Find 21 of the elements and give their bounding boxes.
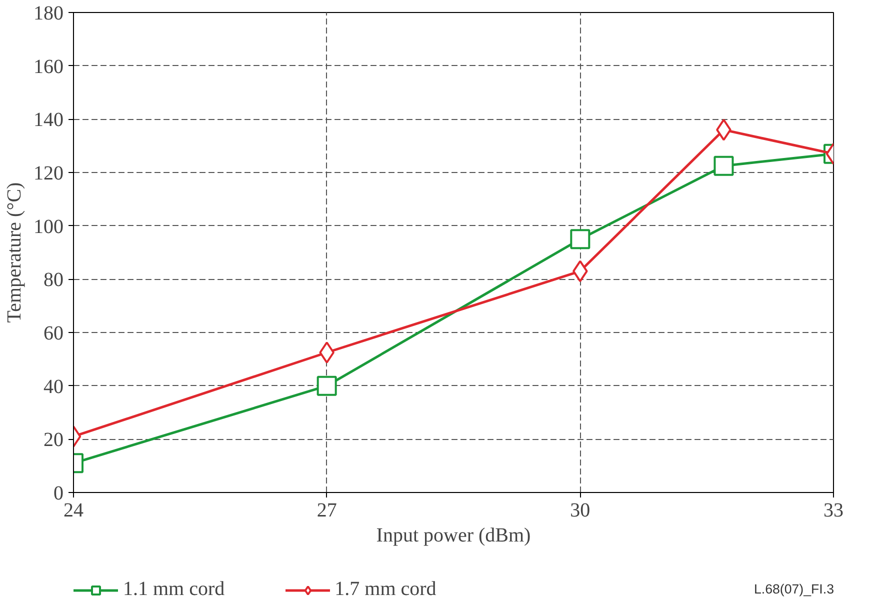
point [714, 156, 734, 176]
x-tick-label: 30 [570, 500, 590, 522]
y-tick-label: 20 [44, 429, 64, 452]
x-tick-label: 24 [64, 500, 84, 522]
x-tick-label: 33 [824, 500, 844, 522]
point [570, 229, 590, 250]
y-tick-label: 60 [44, 322, 64, 344]
y-tick-label: 140 [34, 109, 64, 132]
y-tick-label: 100 [34, 216, 64, 238]
y-tick-label: 0 [54, 482, 64, 504]
legend-label: 1.1 mm cord [123, 578, 225, 601]
legend-label: 1.7 mm cord [334, 578, 436, 601]
y-tick-label: 180 [34, 2, 64, 24]
y-axis-title: Temperature (°C) [4, 182, 26, 323]
y-tick-label: 40 [44, 376, 64, 398]
y-tick-label: 120 [34, 162, 64, 184]
y-tick-label: 80 [44, 269, 64, 292]
y-tick-label: 160 [34, 56, 64, 78]
x-tick-label: 27 [316, 500, 337, 522]
text: L.68(07)_FI.3 [754, 581, 834, 596]
x-axis-title: Input power (dBm) [376, 524, 531, 546]
